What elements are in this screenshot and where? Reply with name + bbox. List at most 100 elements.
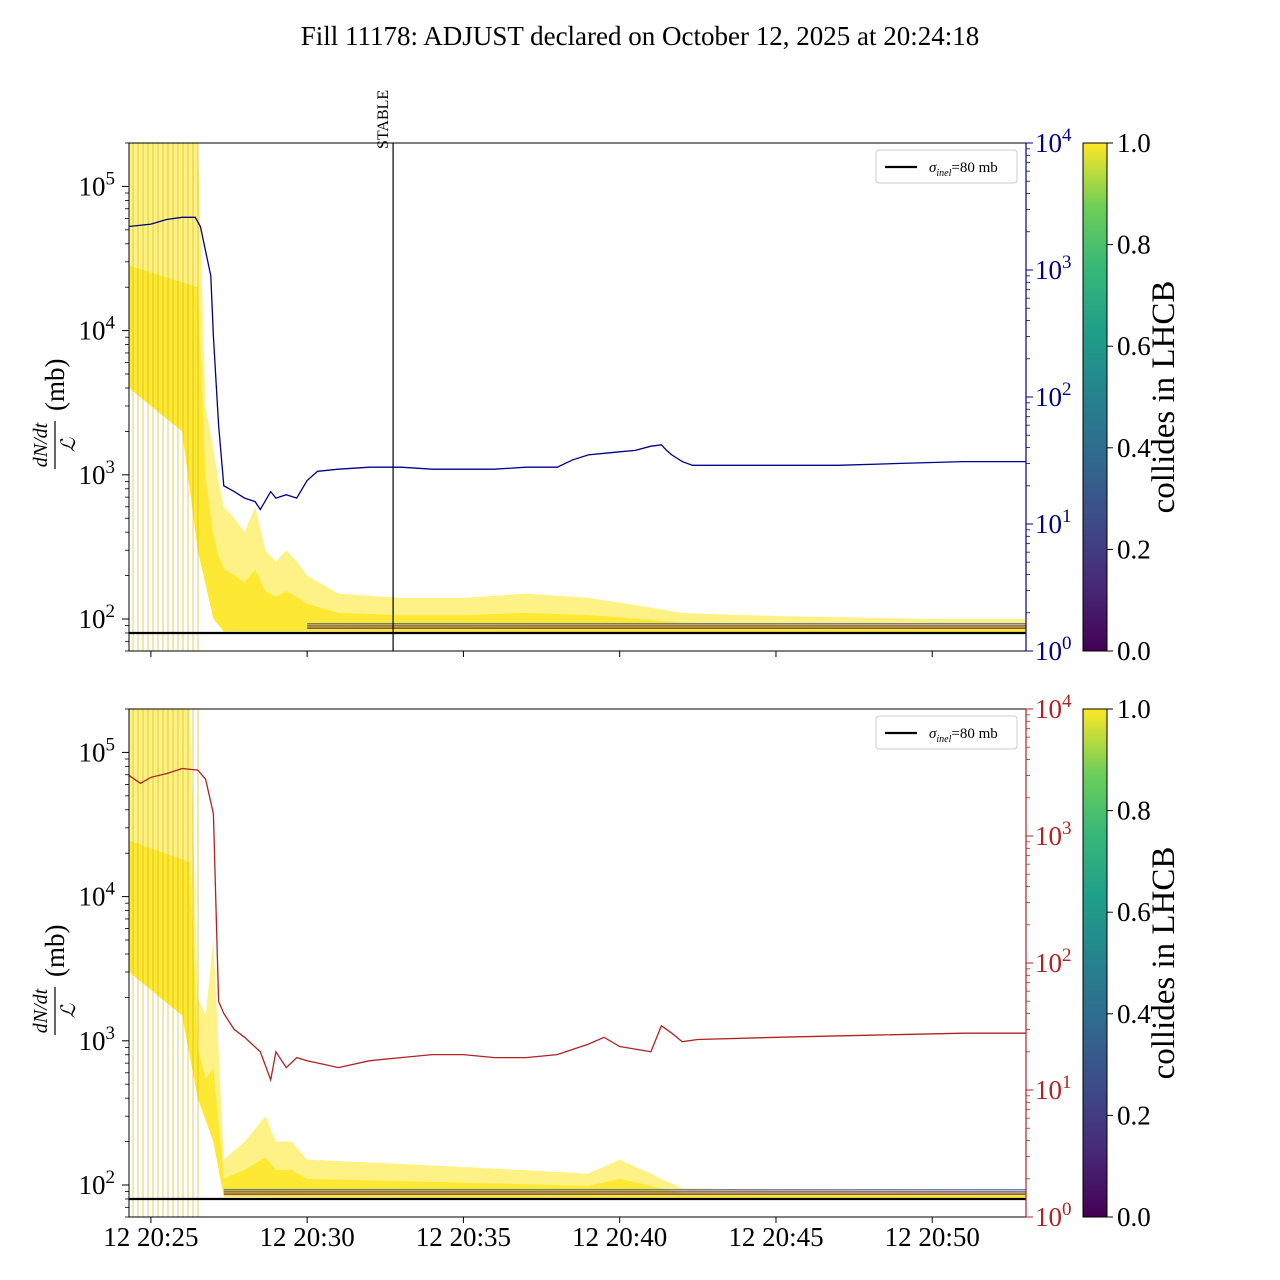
y-tick-exponent: 2 bbox=[106, 1167, 116, 1188]
colorbar-tick-label: 0.8 bbox=[1117, 230, 1151, 260]
stable-marker-label: STABLE bbox=[375, 90, 392, 149]
y-tick-base: 10 bbox=[79, 171, 106, 201]
collides-band-core bbox=[129, 265, 1026, 633]
legend-label: σinel=80 mb bbox=[929, 160, 998, 179]
y-axis-label-denominator: ℒ bbox=[58, 1003, 80, 1018]
colorbar-tick-label: 0.0 bbox=[1117, 1202, 1151, 1232]
y-tick-exponent: 3 bbox=[106, 457, 116, 478]
x-tick-label: 12 20:35 bbox=[416, 1222, 511, 1252]
legend-box bbox=[875, 715, 1018, 750]
right-tick-exponent: 2 bbox=[1062, 379, 1072, 400]
y-axis-label-unit: (mb) bbox=[40, 359, 70, 411]
right-tick-label: 101 bbox=[1035, 1072, 1072, 1105]
y-tick-exponent: 5 bbox=[106, 734, 116, 755]
colorbar-tick-label: 0.6 bbox=[1117, 331, 1151, 361]
colorbar: 0.0 0.2 0.4 0.6 0.8 1.0 collides in LHCB bbox=[1082, 694, 1182, 1232]
collides-band bbox=[129, 709, 1026, 1199]
x-tick-label: 12 20:45 bbox=[728, 1222, 823, 1252]
colorbar-tick-label: 0.8 bbox=[1117, 796, 1151, 826]
y-tick-base: 10 bbox=[79, 604, 106, 634]
right-tick-exponent: 0 bbox=[1062, 1199, 1072, 1220]
right-tick-base: 10 bbox=[1035, 128, 1062, 158]
luminosity-series-line bbox=[129, 216, 1026, 511]
right-tick-base: 10 bbox=[1035, 382, 1062, 412]
y-tick-label: 102 bbox=[79, 601, 116, 634]
right-tick-exponent: 2 bbox=[1062, 945, 1072, 966]
right-tick-base: 10 bbox=[1035, 1202, 1062, 1232]
legend-box bbox=[875, 149, 1018, 184]
y-axis-label-numerator: dN/dt bbox=[30, 988, 52, 1033]
colorbar-label: collides in LHCB bbox=[1146, 281, 1182, 514]
legend: σinel=80 mb bbox=[875, 149, 1018, 184]
right-tick-label: 101 bbox=[1035, 506, 1072, 539]
plot-area bbox=[129, 143, 1026, 651]
y-tick-label: 103 bbox=[79, 1023, 116, 1056]
y-tick-exponent: 2 bbox=[106, 601, 116, 622]
y-tick-label: 104 bbox=[79, 313, 116, 346]
y-tick-label: 105 bbox=[79, 734, 116, 767]
y-tick-base: 10 bbox=[79, 316, 106, 346]
figure-title: Fill 11178: ADJUST declared on October 1… bbox=[301, 21, 979, 51]
y-tick-label: 105 bbox=[79, 168, 116, 201]
x-tick-label: 12 20:40 bbox=[572, 1222, 667, 1252]
legend-subscript: inel bbox=[936, 734, 951, 745]
right-tick-base: 10 bbox=[1035, 636, 1062, 666]
colorbar-tick-label: 0.4 bbox=[1117, 433, 1151, 463]
y-tick-exponent: 3 bbox=[106, 1023, 116, 1044]
right-tick-label: 102 bbox=[1035, 945, 1072, 978]
right-tick-exponent: 4 bbox=[1062, 691, 1072, 712]
colorbar-label: collides in LHCB bbox=[1146, 847, 1182, 1080]
y-axis-label: dN/dt ℒ (mb) bbox=[30, 925, 80, 1035]
y-tick-exponent: 4 bbox=[106, 879, 116, 900]
right-tick-exponent: 1 bbox=[1062, 1072, 1072, 1093]
colorbar-gradient bbox=[1082, 708, 1108, 1218]
legend-subscript: inel bbox=[936, 168, 951, 179]
right-tick-base: 10 bbox=[1035, 948, 1062, 978]
y-tick-label: 103 bbox=[79, 457, 116, 490]
right-tick-base: 10 bbox=[1035, 694, 1062, 724]
right-tick-label: 103 bbox=[1035, 252, 1072, 285]
legend-rest: =80 mb bbox=[951, 160, 997, 176]
legend-sigma: σ bbox=[929, 160, 937, 176]
x-tick-label: 12 20:25 bbox=[103, 1222, 198, 1252]
y-tick-exponent: 4 bbox=[106, 313, 116, 334]
right-tick-label: 100 bbox=[1035, 633, 1072, 666]
right-tick-base: 10 bbox=[1035, 255, 1062, 285]
x-tick-label: 12 20:30 bbox=[260, 1222, 355, 1252]
y-tick-label: 102 bbox=[79, 1167, 116, 1200]
collides-band-core bbox=[129, 840, 1026, 1199]
y-tick-label: 104 bbox=[79, 879, 116, 912]
right-tick-exponent: 0 bbox=[1062, 633, 1072, 654]
right-tick-base: 10 bbox=[1035, 1075, 1062, 1105]
colorbar-tick-label: 1.0 bbox=[1117, 128, 1151, 158]
legend-sigma: σ bbox=[929, 726, 937, 742]
right-tick-exponent: 1 bbox=[1062, 506, 1072, 527]
y-tick-base: 10 bbox=[79, 1026, 106, 1056]
right-tick-label: 104 bbox=[1035, 691, 1072, 724]
right-tick-label: 100 bbox=[1035, 1199, 1072, 1232]
y-axis-label: dN/dt ℒ (mb) bbox=[30, 359, 80, 469]
legend-label: σinel=80 mb bbox=[929, 726, 998, 745]
colorbar-tick-label: 0.0 bbox=[1117, 636, 1151, 666]
y-axis-label-unit: (mb) bbox=[40, 925, 70, 977]
y-axis-label-numerator: dN/dt bbox=[30, 422, 52, 467]
colorbar-tick-label: 0.6 bbox=[1117, 897, 1151, 927]
legend: σinel=80 mb bbox=[875, 715, 1018, 750]
y-axis-label-denominator: ℒ bbox=[58, 437, 80, 452]
colorbar: 0.0 0.2 0.4 0.6 0.8 1.0 collides in LHCB bbox=[1082, 128, 1182, 666]
colorbar-gradient bbox=[1082, 142, 1108, 652]
y-tick-base: 10 bbox=[79, 882, 106, 912]
y-tick-base: 10 bbox=[79, 737, 106, 767]
y-tick-exponent: 5 bbox=[106, 168, 116, 189]
colorbar-tick-label: 0.2 bbox=[1117, 534, 1151, 564]
right-tick-exponent: 3 bbox=[1062, 252, 1072, 273]
right-tick-base: 10 bbox=[1035, 821, 1062, 851]
y-tick-base: 10 bbox=[79, 460, 106, 490]
x-tick-label: 12 20:50 bbox=[885, 1222, 980, 1252]
collides-band bbox=[129, 143, 1026, 633]
right-tick-label: 102 bbox=[1035, 379, 1072, 412]
